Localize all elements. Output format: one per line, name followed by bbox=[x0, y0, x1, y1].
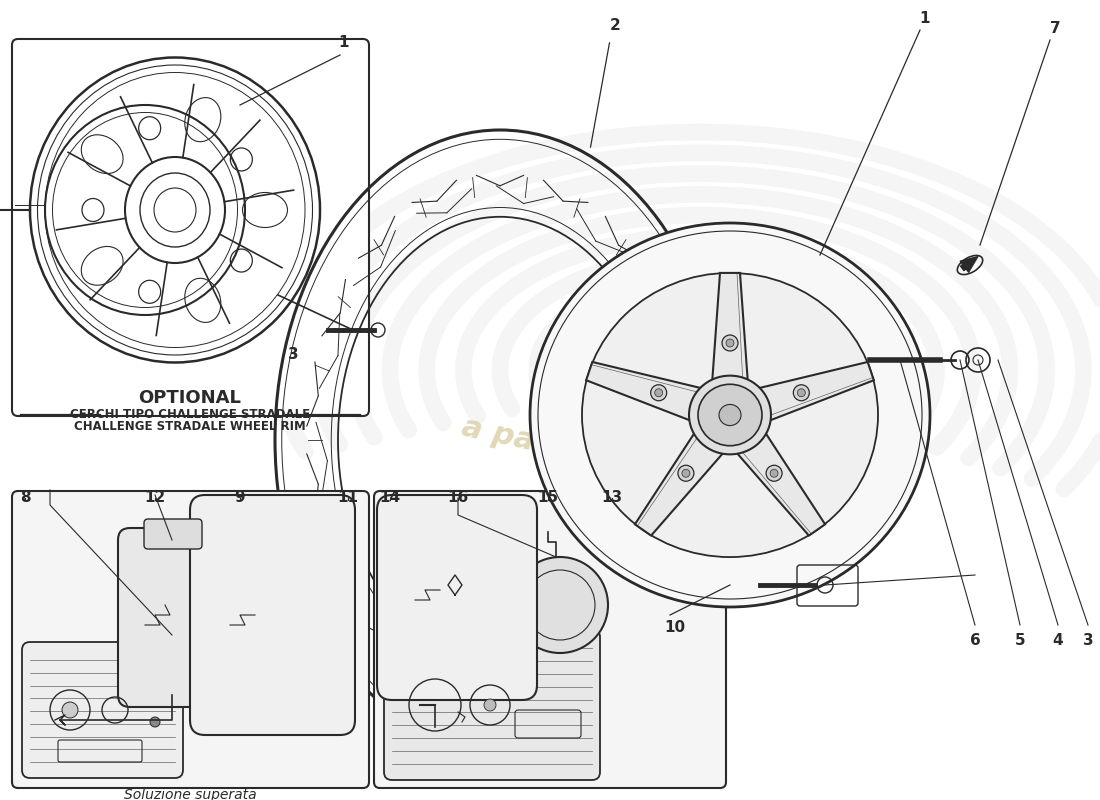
Text: a passion for parts: a passion for parts bbox=[459, 412, 781, 508]
Circle shape bbox=[793, 385, 810, 401]
Polygon shape bbox=[586, 362, 705, 422]
Circle shape bbox=[150, 717, 160, 727]
Polygon shape bbox=[734, 430, 825, 535]
Polygon shape bbox=[755, 362, 873, 422]
Circle shape bbox=[722, 335, 738, 351]
Circle shape bbox=[678, 466, 694, 482]
Text: 14: 14 bbox=[379, 490, 400, 505]
Text: Soluzione superata: Soluzione superata bbox=[123, 788, 256, 800]
Text: 8: 8 bbox=[20, 490, 31, 505]
Text: 13: 13 bbox=[602, 490, 623, 505]
Text: 15: 15 bbox=[538, 490, 559, 505]
Polygon shape bbox=[635, 430, 726, 535]
Text: 16: 16 bbox=[448, 490, 469, 505]
Text: CHALLENGE STRADALE WHEEL RIM: CHALLENGE STRADALE WHEEL RIM bbox=[74, 421, 306, 434]
Circle shape bbox=[726, 339, 734, 347]
Ellipse shape bbox=[698, 384, 762, 446]
Text: 1: 1 bbox=[339, 35, 350, 50]
Ellipse shape bbox=[689, 376, 771, 454]
FancyBboxPatch shape bbox=[12, 491, 369, 788]
Ellipse shape bbox=[530, 223, 930, 607]
Ellipse shape bbox=[719, 405, 741, 426]
Circle shape bbox=[654, 389, 662, 397]
FancyBboxPatch shape bbox=[144, 519, 202, 549]
Ellipse shape bbox=[582, 273, 878, 557]
Circle shape bbox=[651, 385, 667, 401]
Text: 1: 1 bbox=[920, 11, 931, 26]
Circle shape bbox=[798, 389, 805, 397]
FancyBboxPatch shape bbox=[118, 528, 227, 707]
Polygon shape bbox=[712, 273, 748, 384]
Text: 11: 11 bbox=[338, 490, 359, 505]
Text: 9: 9 bbox=[234, 490, 245, 505]
Text: 4: 4 bbox=[1053, 633, 1064, 648]
FancyBboxPatch shape bbox=[377, 495, 537, 700]
Text: 6: 6 bbox=[969, 633, 980, 648]
Text: 5: 5 bbox=[1014, 633, 1025, 648]
Text: CERCHI TIPO CHALLENGE STRADALE: CERCHI TIPO CHALLENGE STRADALE bbox=[70, 407, 310, 421]
Circle shape bbox=[682, 470, 690, 478]
Circle shape bbox=[484, 699, 496, 711]
FancyBboxPatch shape bbox=[12, 39, 369, 416]
FancyBboxPatch shape bbox=[384, 629, 600, 780]
FancyArrowPatch shape bbox=[960, 257, 978, 272]
FancyBboxPatch shape bbox=[22, 642, 183, 778]
FancyBboxPatch shape bbox=[374, 491, 726, 788]
Text: 2: 2 bbox=[609, 18, 620, 33]
Text: 3: 3 bbox=[1082, 633, 1093, 648]
Text: 7: 7 bbox=[1049, 21, 1060, 36]
Circle shape bbox=[512, 557, 608, 653]
Text: 10: 10 bbox=[664, 620, 685, 635]
Text: OPTIONAL: OPTIONAL bbox=[139, 389, 241, 407]
Text: 3: 3 bbox=[288, 347, 298, 362]
FancyBboxPatch shape bbox=[190, 495, 355, 735]
Text: 12: 12 bbox=[144, 490, 166, 505]
Circle shape bbox=[62, 702, 78, 718]
Circle shape bbox=[770, 470, 778, 478]
Circle shape bbox=[766, 466, 782, 482]
